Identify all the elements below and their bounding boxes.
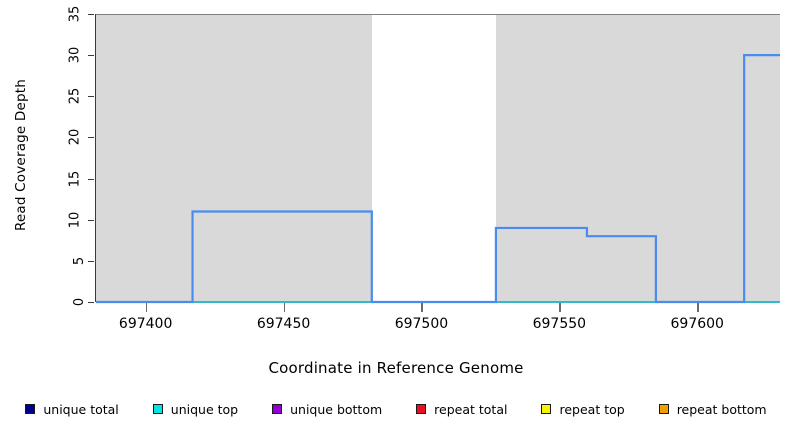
y-axis-title: Read Coverage Depth (8, 0, 34, 310)
legend-swatch-icon (541, 404, 552, 414)
legend-label: unique total (43, 401, 119, 417)
x-tick-mark (697, 303, 699, 312)
x-tick-label: 697400 (118, 316, 173, 332)
y-tick-label: 15 (67, 170, 83, 187)
x-axis-title: Coordinate in Reference Genome (268, 359, 524, 377)
y-tick-label: 20 (67, 129, 83, 146)
y-tick-mark (88, 178, 94, 180)
legend-label: repeat top (559, 401, 625, 417)
y-tick-mark (88, 137, 94, 139)
x-tick-mark (283, 303, 286, 312)
y-axis-spine (95, 14, 97, 302)
legend-item[interactable]: unique bottom (272, 402, 382, 417)
shaded-band (495, 15, 780, 303)
x-tick-label: 697600 (670, 316, 724, 332)
y-tick-mark (88, 14, 94, 15)
y-tick-label: 30 (67, 46, 83, 64)
y-tick-label: 5 (71, 256, 87, 265)
y-tick-mark (88, 260, 94, 262)
x-tick-mark (559, 303, 561, 312)
legend-item[interactable]: repeat top (541, 401, 625, 417)
y-tick-mark (88, 219, 94, 221)
legend-swatch-icon (658, 404, 669, 414)
y-axis-title-text: Read Coverage Depth (13, 78, 30, 232)
y-tick-mark (88, 55, 94, 57)
plot-area (96, 14, 780, 303)
y-tick-label: 35 (67, 5, 83, 23)
x-tick-label: 697550 (532, 316, 587, 332)
y-tick-mark (88, 302, 94, 303)
x-tick-label: 697500 (394, 316, 449, 332)
legend-item[interactable]: repeat total (416, 402, 507, 417)
legend-item[interactable]: unique total (25, 401, 119, 417)
legend-swatch-icon (416, 404, 427, 414)
legend-swatch-icon (152, 404, 163, 414)
legend: unique total unique top unique bottom repea… (0, 396, 792, 422)
shaded-band (96, 15, 372, 303)
x-tick-mark (421, 303, 424, 312)
legend-swatch-icon (25, 404, 36, 414)
y-tick-label: 10 (67, 211, 83, 228)
legend-swatch-icon (272, 404, 283, 414)
x-tick-mark (145, 303, 148, 312)
y-tick-label: 25 (67, 88, 83, 105)
legend-label: unique bottom (290, 401, 383, 417)
legend-label: repeat bottom (676, 401, 767, 417)
legend-item[interactable]: unique top (152, 401, 239, 417)
legend-item[interactable]: repeat bottom (658, 401, 767, 417)
legend-label: unique top (170, 401, 239, 417)
y-tick-mark (88, 96, 94, 98)
y-tick-label: 0 (71, 297, 87, 307)
x-tick-label: 697450 (256, 316, 311, 332)
legend-label: repeat total (434, 401, 508, 417)
